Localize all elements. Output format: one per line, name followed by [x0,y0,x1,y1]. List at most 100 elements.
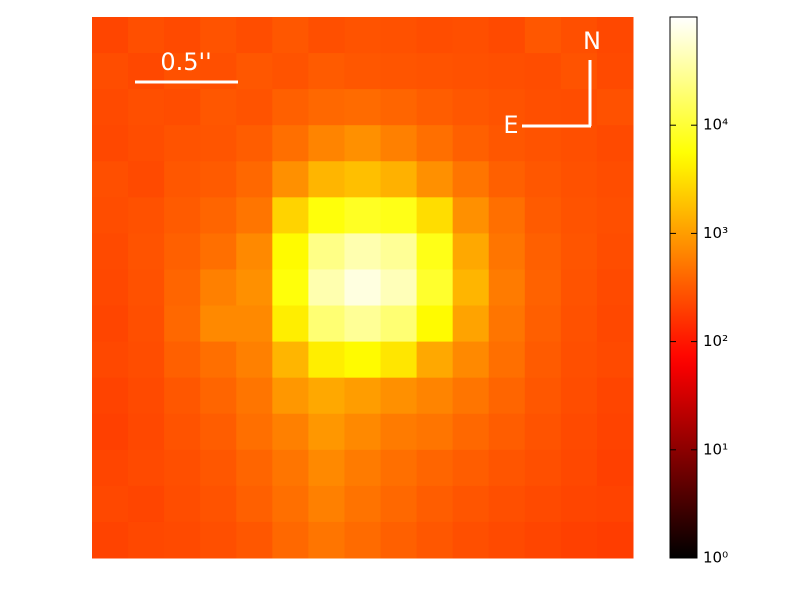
cell [164,521,201,559]
cell [200,341,237,379]
cell [560,53,598,90]
cell [560,485,598,523]
cell [416,125,454,162]
cell [416,89,454,126]
cell [308,341,345,379]
cell [344,341,382,379]
cell [452,233,490,270]
cell [344,53,382,90]
cell [596,485,634,523]
cell [200,161,237,198]
cell [560,269,598,307]
cell [524,233,562,270]
cell [200,125,237,162]
cell [488,521,526,559]
cell [416,53,454,90]
cell [200,233,237,270]
cell [380,485,418,523]
cell [128,197,165,234]
cell [560,125,598,162]
cell [200,521,237,559]
cell [344,197,382,234]
cell [236,89,273,126]
cell [596,521,634,559]
cell [560,377,598,415]
cell [272,161,309,198]
cell [92,305,129,343]
cell [452,341,490,379]
cell [200,197,237,234]
cell [344,485,382,523]
cell [380,305,418,343]
cell [272,17,309,54]
cell [380,17,418,54]
cell [560,17,598,54]
cell [272,269,309,307]
cell [308,269,345,307]
cell [272,233,309,270]
cell [380,197,418,234]
cell [164,377,201,415]
cell [92,377,129,415]
cell [308,233,345,270]
cell [200,89,237,126]
cell [524,89,562,126]
cell [308,449,345,487]
cell [452,125,490,162]
cell [596,53,634,90]
cell [308,377,345,415]
cell [416,161,454,198]
cell [128,89,165,126]
cell [236,377,273,415]
cell [416,17,454,54]
cell [524,17,562,54]
colorbar [669,16,698,559]
cell [236,161,273,198]
cell [164,305,201,343]
cell [596,125,634,162]
cell [164,161,201,198]
cell [164,89,201,126]
cell [164,125,201,162]
cell [560,197,598,234]
cell [344,413,382,451]
cell [128,305,165,343]
cell [452,485,490,523]
cell [164,485,201,523]
cell [200,485,237,523]
cell [92,125,129,162]
cell [308,53,345,90]
cell [236,521,273,559]
cell [524,485,562,523]
cell [308,197,345,234]
cell [200,449,237,487]
cell [452,269,490,307]
cell [416,449,454,487]
cell [128,125,165,162]
cell [560,341,598,379]
cell [164,269,201,307]
cell [236,449,273,487]
cell [236,305,273,343]
cell [380,125,418,162]
cell [272,485,309,523]
cell [272,197,309,234]
cell [380,269,418,307]
cell [596,305,634,343]
cell [344,233,382,270]
cell [164,53,201,90]
cell [272,125,309,162]
cell [164,449,201,487]
cell [416,305,454,343]
cell [560,305,598,343]
cell [236,197,273,234]
cell [596,449,634,487]
cell [344,377,382,415]
cell [308,485,345,523]
cell [596,17,634,54]
cell [236,53,273,90]
cell [488,89,526,126]
cell [128,161,165,198]
cell [452,305,490,343]
